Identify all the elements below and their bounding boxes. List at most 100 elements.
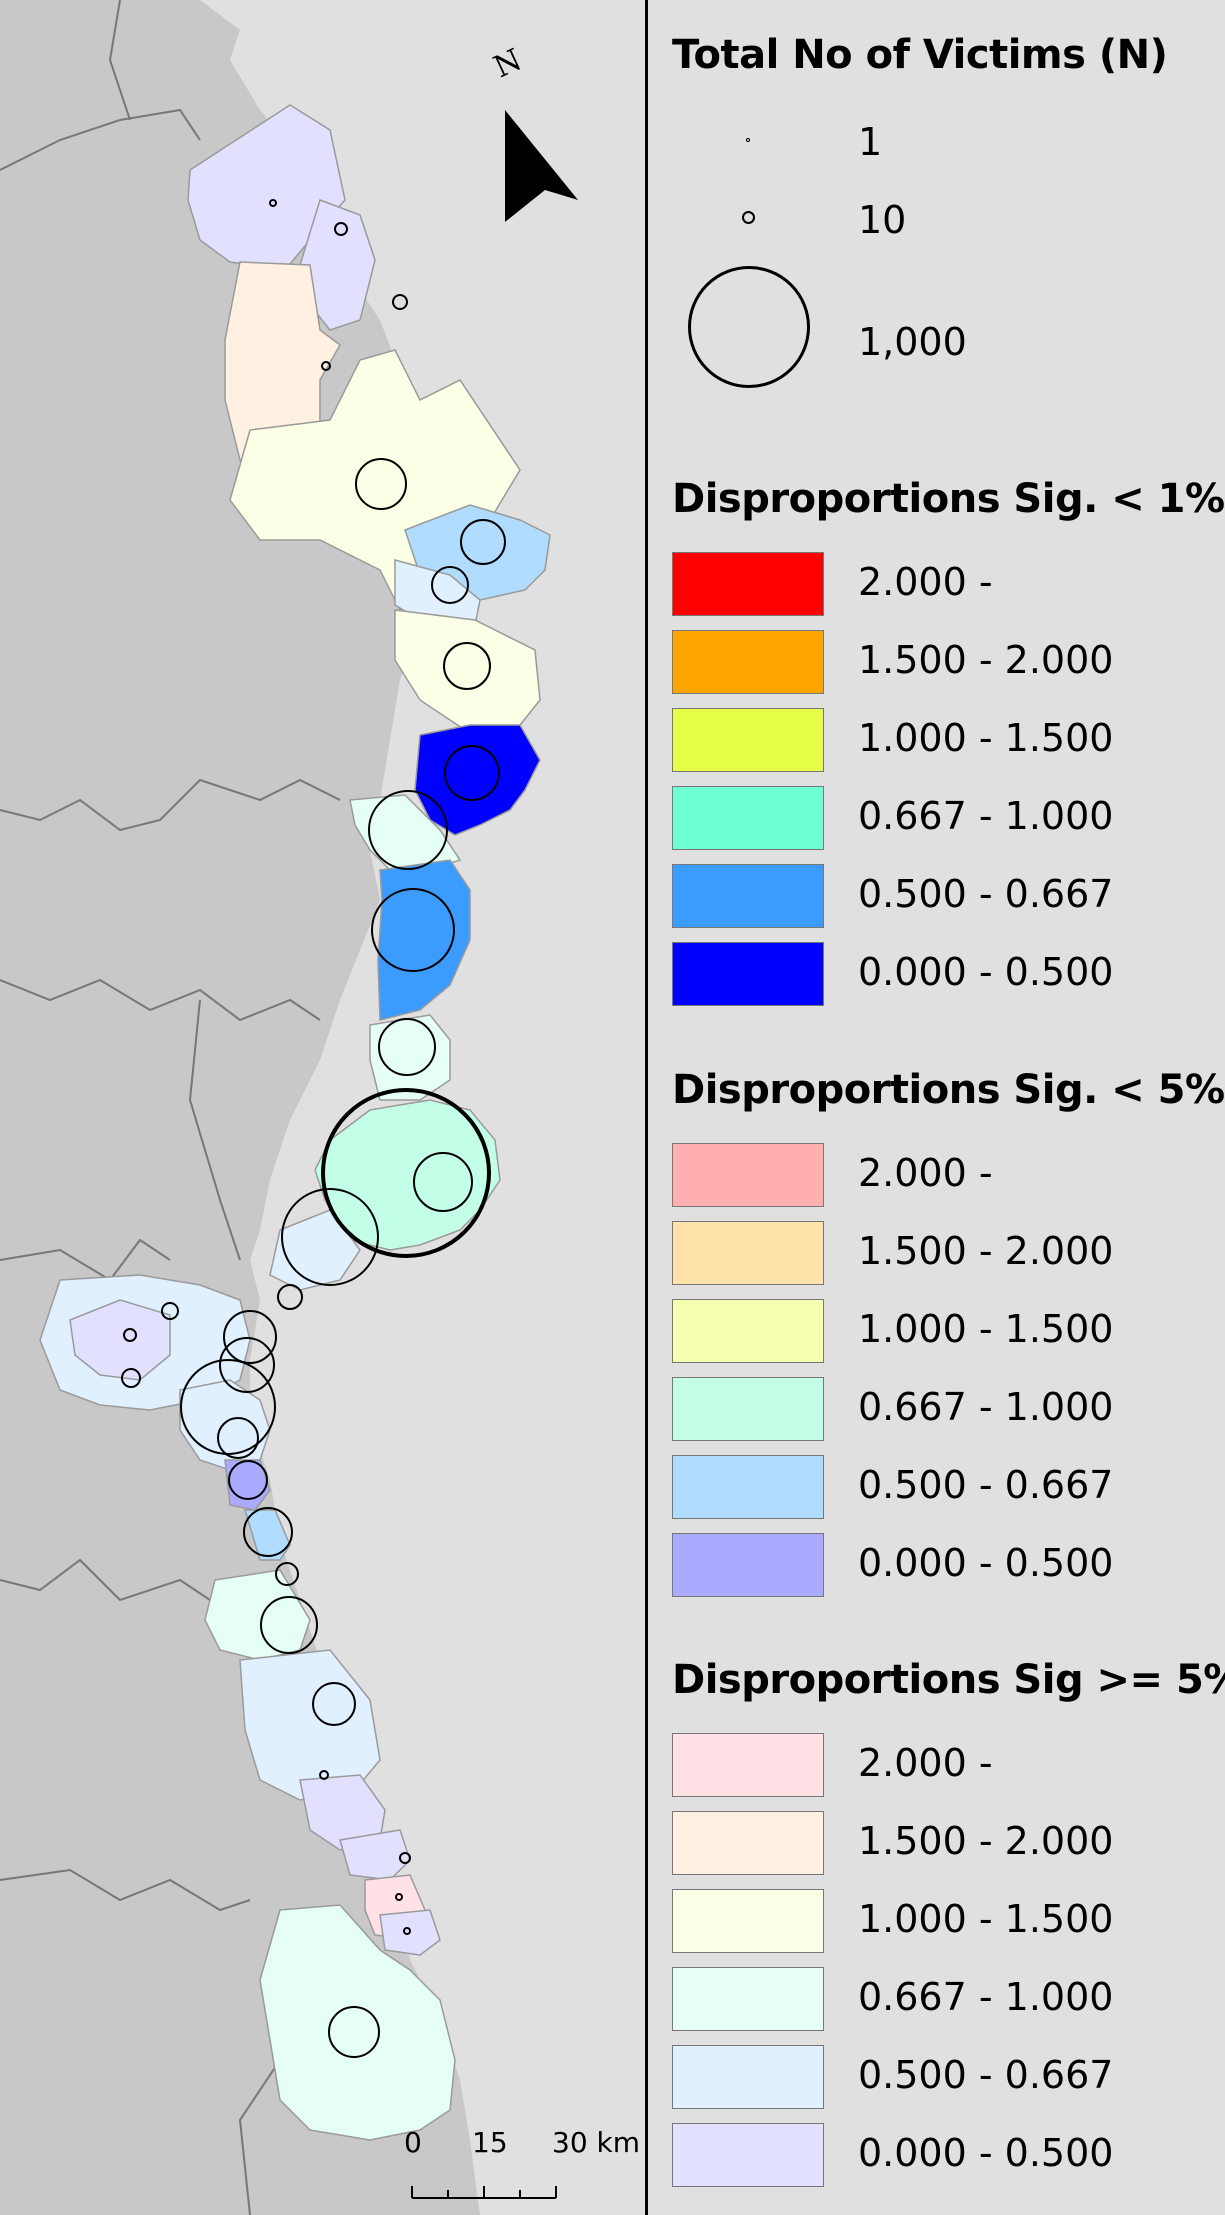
prefecture-boundaries [0, 0, 341, 2215]
legend-range-label: 0.500 - 0.667 [858, 1463, 1114, 1507]
legend-swatch [672, 864, 824, 928]
legend-swatch [672, 2045, 824, 2109]
legend-size-label-1000: 1,000 [858, 320, 967, 364]
municipality-layer [39, 104, 551, 2141]
legend-group-1-title: Disproportions Sig. < 1% [672, 476, 1225, 522]
legend-victims-title: Total No of Victims (N) [672, 32, 1168, 78]
legend-swatch [672, 2123, 824, 2187]
legend-range-label: 0.500 - 0.667 [858, 872, 1114, 916]
scale-tick-0: 0 [404, 2126, 422, 2159]
victim-circle [328, 2006, 380, 2058]
legend-swatch [672, 1811, 824, 1875]
municipality-south-4 [224, 1459, 271, 1511]
legend-range-label: 0.667 - 1.000 [858, 794, 1114, 838]
legend-swatch [672, 1299, 824, 1363]
legend-swatch [672, 1733, 824, 1797]
legend-range-label: 1.500 - 2.000 [858, 638, 1114, 682]
victim-circle [260, 1596, 318, 1654]
municipality-mid-2 [377, 859, 471, 1021]
municipality-south-5 [243, 1509, 291, 1561]
municipality-mid-3 [369, 1014, 451, 1101]
victim-circles [121, 199, 506, 2058]
legend-swatch [672, 1533, 824, 1597]
victim-circle [281, 1188, 379, 1286]
victim-circle [319, 1770, 329, 1780]
north-label: N [489, 42, 528, 85]
legend-group-3-title: Disproportions Sig >= 5% [672, 1657, 1225, 1703]
legend-swatch [672, 786, 824, 850]
legend-swatch [672, 1889, 824, 1953]
legend-swatch [672, 1455, 824, 1519]
victim-circle [368, 790, 448, 870]
legend-swatch [672, 1221, 824, 1285]
municipality-north-1 [187, 104, 346, 271]
legend-range-label: 1.000 - 1.500 [858, 1307, 1114, 1351]
victim-circle [275, 1562, 299, 1586]
victim-circle [403, 1927, 411, 1935]
municipality-north-7 [394, 609, 541, 731]
victim-circle [371, 888, 455, 972]
map-canvas: N 0 15 30 km [0, 0, 640, 2215]
scale-bar: 0 15 30 km [404, 2126, 640, 2199]
legend-size-circle-10 [742, 211, 755, 224]
victim-circle [180, 1359, 276, 1455]
legend-swatch [672, 1143, 824, 1207]
victim-circle [219, 1337, 275, 1393]
legend-range-label: 0.000 - 0.500 [858, 2131, 1114, 2175]
legend-swatch [672, 942, 824, 1006]
victim-circle [321, 1088, 491, 1258]
legend-size-circle-1000 [688, 266, 810, 388]
victim-circle [378, 1018, 436, 1076]
legend-range-label: 0.667 - 1.000 [858, 1385, 1114, 1429]
legend-range-label: 2.000 - [858, 560, 993, 604]
legend-swatch [672, 552, 824, 616]
legend-range-label: 1.500 - 2.000 [858, 1229, 1114, 1273]
victim-circle [399, 1852, 411, 1864]
victim-circle [443, 642, 491, 690]
victim-circle [269, 199, 277, 207]
victim-circle [161, 1302, 179, 1320]
victim-circle [277, 1284, 303, 1310]
legend-size-label-1: 1 [858, 120, 883, 164]
municipality-south-12 [259, 1904, 456, 2141]
victim-circle [355, 458, 407, 510]
legend-size-label-10: 10 [858, 198, 907, 242]
map-panel: N 0 15 30 km [0, 0, 648, 2215]
victim-circle [392, 294, 408, 310]
victim-circle [312, 1682, 356, 1726]
victim-circle [460, 519, 506, 565]
legend-swatch [672, 630, 824, 694]
victim-circle [217, 1417, 259, 1459]
legend-range-label: 1.500 - 2.000 [858, 1819, 1114, 1863]
legend-range-label: 0.667 - 1.000 [858, 1975, 1114, 2019]
victim-circle [444, 745, 500, 801]
municipality-south-9 [339, 1829, 411, 1881]
legend-range-label: 0.000 - 0.500 [858, 950, 1114, 994]
victim-circle [431, 566, 469, 604]
legend-panel: Total No of Victims (N) 1 10 1,000 Dispr… [648, 0, 1225, 2215]
victim-circle [123, 1328, 137, 1342]
victim-circle [121, 1368, 141, 1388]
scale-tick-30: 30 km [552, 2126, 640, 2159]
legend-size-circle-1 [746, 138, 750, 142]
scale-tick-15: 15 [472, 2126, 508, 2159]
legend-group-2-title: Disproportions Sig. < 5% [672, 1067, 1225, 1113]
legend-swatch [672, 1967, 824, 2031]
municipality-north-8 [414, 724, 541, 836]
victim-circle [395, 1893, 403, 1901]
victim-circle [321, 361, 331, 371]
victim-circle [413, 1152, 473, 1212]
victim-circle [243, 1507, 293, 1557]
legend-swatch [672, 1377, 824, 1441]
legend-range-label: 2.000 - [858, 1151, 993, 1195]
victim-circle [334, 222, 348, 236]
legend-swatch [672, 708, 824, 772]
legend-range-label: 0.000 - 0.500 [858, 1541, 1114, 1585]
legend-range-label: 2.000 - [858, 1741, 993, 1785]
municipality-south-2 [69, 1299, 171, 1381]
north-arrow-icon [505, 110, 578, 222]
victim-circle [228, 1460, 268, 1500]
legend-range-label: 0.500 - 0.667 [858, 2053, 1114, 2097]
legend-range-label: 1.000 - 1.500 [858, 1897, 1114, 1941]
legend-range-label: 1.000 - 1.500 [858, 716, 1114, 760]
